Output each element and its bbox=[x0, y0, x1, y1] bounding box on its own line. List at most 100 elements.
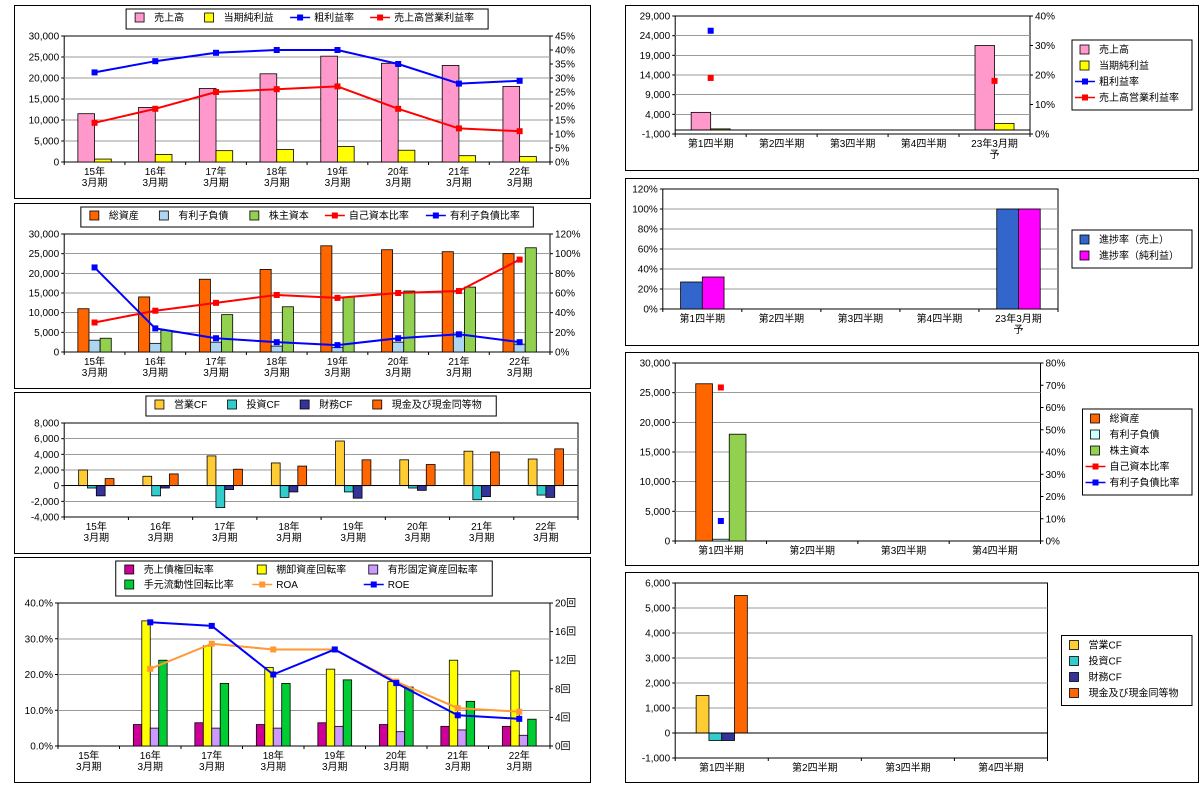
svg-text:6,000: 6,000 bbox=[34, 434, 59, 445]
svg-text:3月期: 3月期 bbox=[445, 761, 471, 773]
svg-text:40.0%: 40.0% bbox=[25, 599, 53, 610]
svg-text:20年: 20年 bbox=[407, 520, 428, 533]
svg-text:9,000: 9,000 bbox=[645, 90, 670, 101]
svg-text:21年: 21年 bbox=[447, 749, 468, 762]
svg-text:3月期: 3月期 bbox=[469, 532, 495, 544]
chart-canvas: 0 5,000 10,000 15,000 20,000 25,000 30,000 0% 10… bbox=[640, 359, 1193, 557]
svg-text:17年: 17年 bbox=[205, 165, 226, 178]
svg-text:売上債権回転率: 売上債権回転率 bbox=[144, 563, 214, 576]
svg-text:第1四半期: 第1四半期 bbox=[699, 761, 745, 774]
svg-text:0%: 0% bbox=[555, 158, 570, 169]
svg-text:-4,000: -4,000 bbox=[31, 513, 60, 524]
svg-text:粗利益率: 粗利益率 bbox=[1099, 75, 1139, 88]
chart-canvas: -1,000 0 1,000 2,000 3,000 4,000 5,000 6,000 第1四… bbox=[642, 579, 1193, 774]
svg-text:3月期: 3月期 bbox=[82, 367, 108, 379]
svg-text:20,000: 20,000 bbox=[29, 269, 60, 280]
svg-text:20,000: 20,000 bbox=[640, 418, 671, 429]
svg-text:80%: 80% bbox=[555, 269, 575, 280]
svg-text:20年: 20年 bbox=[386, 749, 407, 762]
svg-text:23年3月期: 23年3月期 bbox=[971, 137, 1018, 150]
svg-text:15%: 15% bbox=[555, 116, 575, 127]
svg-text:80%: 80% bbox=[1046, 359, 1066, 370]
svg-text:19年: 19年 bbox=[327, 165, 348, 178]
svg-text:4,000: 4,000 bbox=[645, 110, 670, 121]
svg-text:1,000: 1,000 bbox=[645, 704, 670, 715]
svg-text:0: 0 bbox=[54, 481, 60, 492]
svg-text:22年: 22年 bbox=[509, 355, 530, 368]
quarterly-cashflow-chart: -1,000 0 1,000 2,000 3,000 4,000 5,000 6,000 第1四… bbox=[625, 572, 1199, 783]
svg-text:10,000: 10,000 bbox=[640, 477, 671, 488]
svg-text:3月期: 3月期 bbox=[385, 177, 411, 189]
svg-text:総資産: 総資産 bbox=[109, 209, 139, 222]
svg-text:第3四半期: 第3四半期 bbox=[885, 761, 931, 774]
svg-text:45%: 45% bbox=[555, 32, 575, 43]
svg-text:自己資本比率: 自己資本比率 bbox=[1110, 460, 1170, 473]
svg-text:3月期: 3月期 bbox=[446, 177, 472, 189]
svg-text:手元流動性回転比率: 手元流動性回転比率 bbox=[144, 578, 234, 591]
svg-text:70%: 70% bbox=[1046, 381, 1066, 392]
svg-text:2,000: 2,000 bbox=[645, 679, 670, 690]
svg-text:19年: 19年 bbox=[327, 355, 348, 368]
svg-text:15年: 15年 bbox=[84, 355, 105, 368]
svg-text:3月期: 3月期 bbox=[148, 532, 174, 544]
svg-text:営業CF: 営業CF bbox=[174, 398, 207, 411]
chart-canvas: 0% 20% 40% 60% 80% 100% 120% 第1四半期 第2四半期 第3四半期 第4四… bbox=[632, 185, 1193, 336]
svg-text:3月期: 3月期 bbox=[340, 532, 366, 544]
svg-text:0回: 0回 bbox=[555, 741, 571, 753]
svg-text:20回: 20回 bbox=[555, 598, 576, 610]
svg-text:3月期: 3月期 bbox=[385, 367, 411, 379]
svg-text:3,000: 3,000 bbox=[645, 654, 670, 665]
svg-text:予: 予 bbox=[990, 149, 1000, 161]
svg-text:財務CF: 財務CF bbox=[319, 398, 352, 411]
svg-text:15年: 15年 bbox=[86, 520, 107, 533]
svg-text:0%: 0% bbox=[555, 348, 570, 359]
svg-text:第4四半期: 第4四半期 bbox=[978, 761, 1024, 774]
svg-text:3月期: 3月期 bbox=[137, 761, 163, 773]
svg-text:3月期: 3月期 bbox=[325, 367, 351, 379]
svg-text:第1四半期: 第1四半期 bbox=[680, 312, 726, 325]
svg-text:4回: 4回 bbox=[555, 712, 571, 724]
svg-text:3月期: 3月期 bbox=[260, 761, 286, 773]
svg-text:120%: 120% bbox=[632, 185, 658, 196]
svg-text:21年: 21年 bbox=[471, 520, 492, 533]
svg-text:25,000: 25,000 bbox=[640, 388, 671, 399]
svg-text:30,000: 30,000 bbox=[29, 230, 60, 241]
svg-text:19,000: 19,000 bbox=[640, 51, 671, 62]
svg-text:10,000: 10,000 bbox=[29, 116, 60, 127]
svg-text:財務CF: 財務CF bbox=[1089, 671, 1122, 684]
svg-text:4,000: 4,000 bbox=[34, 450, 59, 461]
svg-text:第2四半期: 第2四半期 bbox=[789, 544, 835, 557]
annual-efficiency-chart: 0.0% 10.0% 20.0% 30.0% 40.0% 0回 4回 8回 12回 16回 20回 1… bbox=[14, 557, 591, 783]
svg-text:3月期: 3月期 bbox=[276, 532, 302, 544]
svg-text:10.0%: 10.0% bbox=[25, 706, 53, 717]
svg-text:15,000: 15,000 bbox=[29, 95, 60, 106]
svg-text:ROE: ROE bbox=[388, 580, 410, 591]
svg-text:0%: 0% bbox=[1046, 537, 1061, 548]
svg-text:3月期: 3月期 bbox=[446, 367, 472, 379]
svg-text:現金及び現金同等物: 現金及び現金同等物 bbox=[1089, 687, 1179, 700]
svg-text:60%: 60% bbox=[1046, 403, 1066, 414]
annual-sales-profit-chart: 0 5,000 10,000 15,000 20,000 25,000 30,000 0% 5%… bbox=[14, 5, 591, 199]
svg-text:売上高営業利益率: 売上高営業利益率 bbox=[394, 11, 474, 24]
svg-text:16年: 16年 bbox=[150, 520, 171, 533]
chart-canvas: 0.0% 10.0% 20.0% 30.0% 40.0% 0回 4回 8回 12回 16回 20回 1… bbox=[25, 560, 576, 773]
svg-text:ROA: ROA bbox=[276, 580, 298, 591]
svg-text:120%: 120% bbox=[555, 230, 581, 241]
svg-text:0: 0 bbox=[665, 729, 671, 740]
svg-text:株主資本: 株主資本 bbox=[269, 209, 309, 222]
svg-text:40%: 40% bbox=[555, 46, 575, 57]
svg-text:3月期: 3月期 bbox=[383, 761, 409, 773]
svg-text:3月期: 3月期 bbox=[199, 761, 225, 773]
svg-text:第2四半期: 第2四半期 bbox=[759, 312, 805, 325]
svg-text:35%: 35% bbox=[555, 60, 575, 71]
svg-text:有利子負債比率: 有利子負債比率 bbox=[1110, 476, 1180, 489]
svg-text:5,000: 5,000 bbox=[34, 328, 59, 339]
svg-text:0: 0 bbox=[665, 537, 671, 548]
svg-text:15,000: 15,000 bbox=[640, 448, 671, 459]
quarterly-progress-chart: 0% 20% 40% 60% 80% 100% 120% 第1四半期 第2四半期 第3四半期 第4四… bbox=[625, 178, 1199, 346]
svg-text:20%: 20% bbox=[1035, 71, 1055, 82]
svg-text:40%: 40% bbox=[555, 308, 575, 319]
svg-text:第4四半期: 第4四半期 bbox=[901, 137, 947, 150]
svg-text:22年: 22年 bbox=[535, 520, 556, 533]
